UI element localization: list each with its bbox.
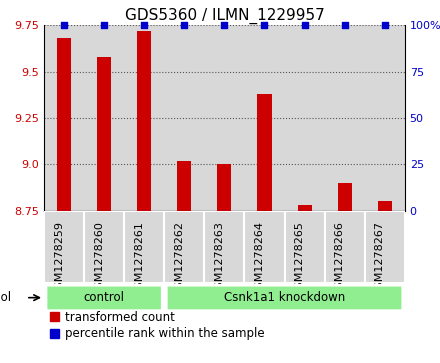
Bar [365, 25, 405, 211]
Text: GSM1278263: GSM1278263 [214, 221, 224, 296]
Bar [325, 211, 365, 283]
Point [141, 23, 148, 28]
Bar [285, 25, 325, 211]
Text: GSM1278267: GSM1278267 [375, 221, 385, 297]
Bar [245, 211, 285, 283]
Bar [164, 211, 204, 283]
Bar [177, 160, 191, 211]
Text: Csnk1a1 knockdown: Csnk1a1 knockdown [224, 291, 345, 304]
Point [181, 23, 188, 28]
Point [301, 23, 308, 28]
Bar [297, 205, 312, 211]
Point [381, 23, 388, 28]
Text: control: control [84, 291, 125, 304]
Point [101, 23, 108, 28]
Bar [84, 211, 124, 283]
Bar [124, 211, 164, 283]
Bar [137, 31, 151, 211]
Text: GSM1278261: GSM1278261 [134, 221, 144, 296]
Bar [97, 57, 111, 211]
Bar [378, 201, 392, 211]
Point [261, 23, 268, 28]
Bar [217, 164, 231, 211]
Bar [204, 25, 245, 211]
Text: GSM1278262: GSM1278262 [174, 221, 184, 297]
Point [221, 23, 228, 28]
Bar [57, 38, 71, 211]
Bar [84, 25, 124, 211]
Point [61, 23, 68, 28]
Bar [245, 25, 285, 211]
Bar [164, 25, 204, 211]
Text: GSM1278259: GSM1278259 [54, 221, 64, 297]
Text: GSM1278266: GSM1278266 [335, 221, 345, 296]
Title: GDS5360 / ILMN_1229957: GDS5360 / ILMN_1229957 [125, 8, 324, 24]
Bar [285, 211, 325, 283]
Text: protocol: protocol [0, 291, 11, 304]
Bar [44, 25, 84, 211]
Legend: transformed count, percentile rank within the sample: transformed count, percentile rank withi… [50, 311, 265, 340]
Bar [325, 25, 365, 211]
FancyBboxPatch shape [166, 285, 403, 311]
Bar [257, 94, 271, 211]
Bar [204, 211, 245, 283]
Bar [337, 183, 352, 211]
Text: GSM1278260: GSM1278260 [94, 221, 104, 296]
Point [341, 23, 348, 28]
Bar [44, 211, 84, 283]
FancyBboxPatch shape [46, 285, 162, 311]
Text: GSM1278265: GSM1278265 [294, 221, 304, 296]
Bar [365, 211, 405, 283]
Text: GSM1278264: GSM1278264 [254, 221, 264, 297]
Bar [124, 25, 164, 211]
